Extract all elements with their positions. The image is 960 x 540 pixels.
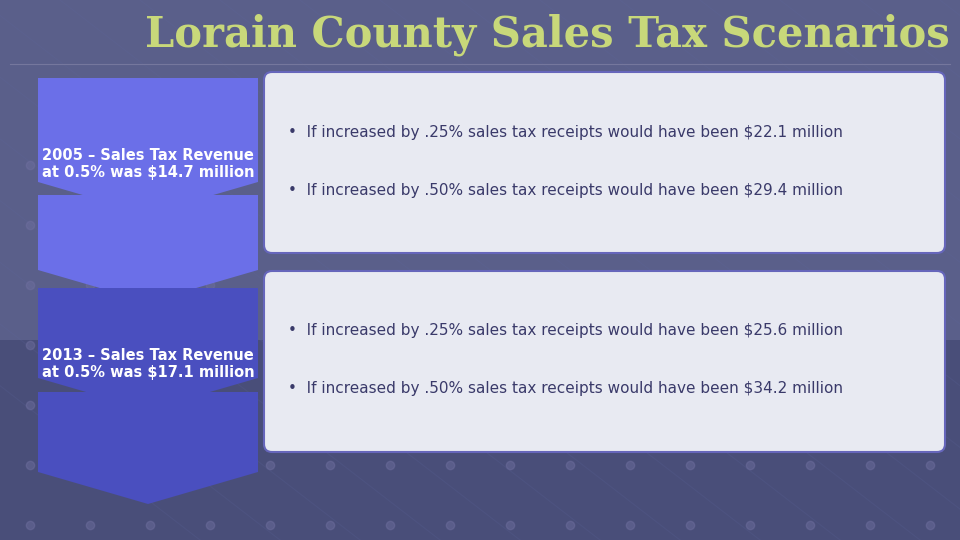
- Text: •  If increased by .50% sales tax receipts would have been $34.2 million: • If increased by .50% sales tax receipt…: [288, 381, 843, 395]
- Text: at 0.5% was $14.7 million: at 0.5% was $14.7 million: [41, 165, 254, 179]
- Text: •  If increased by .25% sales tax receipts would have been $22.1 million: • If increased by .25% sales tax receipt…: [288, 125, 843, 139]
- Polygon shape: [38, 78, 258, 214]
- Text: Lorain County Sales Tax Scenarios: Lorain County Sales Tax Scenarios: [145, 14, 949, 56]
- FancyBboxPatch shape: [264, 271, 945, 452]
- Text: 2005 – Sales Tax Revenue: 2005 – Sales Tax Revenue: [42, 147, 254, 163]
- Text: •  If increased by .25% sales tax receipts would have been $25.6 million: • If increased by .25% sales tax receipt…: [288, 322, 843, 338]
- FancyBboxPatch shape: [264, 72, 945, 253]
- Bar: [0, 340, 960, 540]
- Text: 2013 – Sales Tax Revenue: 2013 – Sales Tax Revenue: [42, 348, 253, 362]
- Polygon shape: [38, 392, 258, 504]
- Polygon shape: [38, 195, 258, 302]
- Text: •  If increased by .50% sales tax receipts would have been $29.4 million: • If increased by .50% sales tax receipt…: [288, 183, 843, 198]
- Text: at 0.5% was $17.1 million: at 0.5% was $17.1 million: [41, 364, 254, 380]
- Polygon shape: [38, 288, 258, 410]
